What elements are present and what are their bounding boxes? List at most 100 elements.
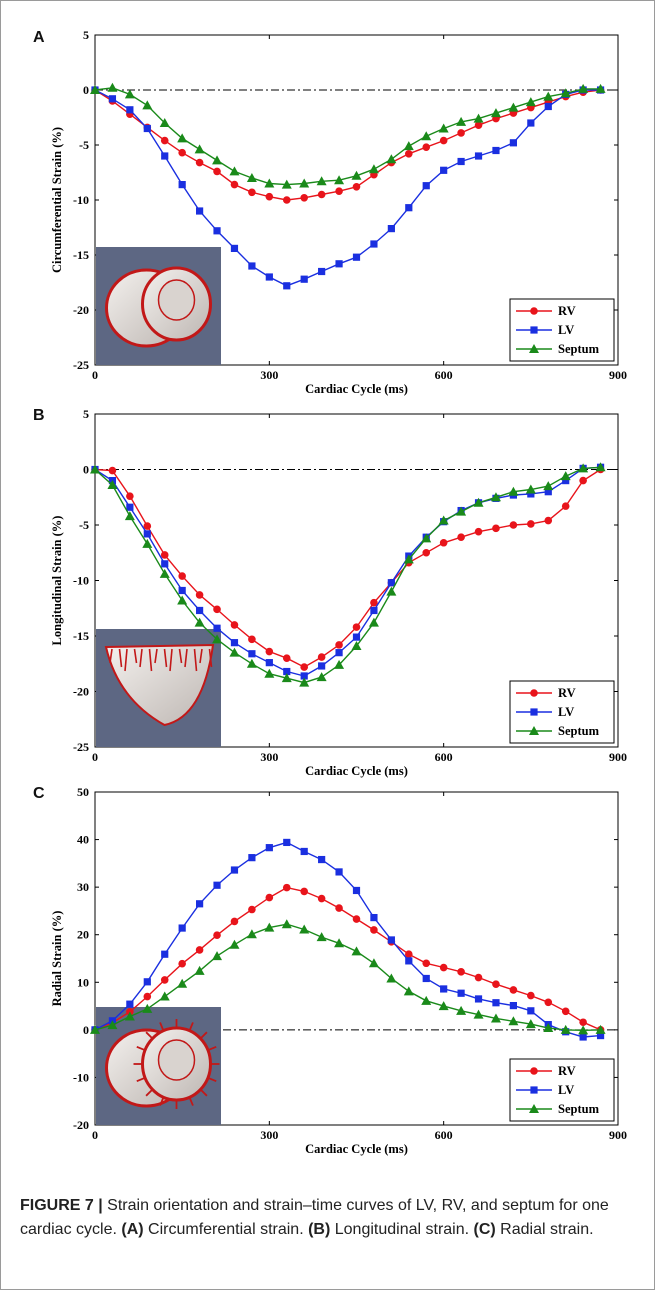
data-point — [161, 152, 169, 160]
plot-frame — [94, 791, 619, 1126]
data-point — [422, 182, 430, 190]
data-point — [246, 658, 257, 668]
data-point — [318, 855, 326, 864]
strain-vector — [148, 325, 154, 331]
data-point — [527, 119, 535, 127]
data-point — [473, 497, 484, 507]
x-tick-label: 300 — [260, 750, 278, 764]
legend-label: Septum — [558, 1102, 600, 1116]
data-point — [525, 97, 536, 107]
y-tick-label: -20 — [73, 685, 89, 699]
strain-vector — [158, 334, 164, 339]
data-point — [334, 938, 345, 948]
legend-label: RV — [558, 304, 576, 318]
strain-vector — [169, 648, 173, 672]
strain-vector — [199, 648, 203, 664]
data-point — [509, 139, 517, 147]
data-point — [196, 606, 204, 615]
data-point — [527, 991, 535, 1000]
data-point — [490, 108, 501, 118]
panel-letter: C — [33, 785, 45, 802]
data-point — [352, 915, 361, 923]
data-point — [370, 926, 378, 934]
data-point — [525, 484, 536, 494]
strain-vector — [142, 312, 146, 319]
y-tick-label: -20 — [73, 1118, 89, 1132]
strain-vector — [199, 277, 205, 283]
data-point — [264, 922, 275, 932]
data-point — [177, 133, 188, 143]
data-point — [490, 492, 501, 502]
data-point — [370, 913, 378, 922]
data-point — [177, 595, 188, 605]
y-tick-label: 0 — [83, 463, 89, 477]
legend-swatch-marker — [530, 1067, 538, 1075]
data-point — [195, 946, 204, 954]
data-point — [161, 950, 169, 958]
data-point — [126, 492, 134, 500]
x-tick-label: 600 — [435, 1128, 453, 1142]
data-point — [334, 175, 345, 185]
data-point — [161, 560, 169, 568]
data-point — [543, 481, 554, 491]
legend-swatch-marker — [530, 307, 538, 315]
data-point — [544, 516, 553, 525]
data-point — [562, 477, 570, 485]
data-point — [457, 129, 465, 137]
data-point — [229, 166, 240, 176]
data-point — [527, 520, 535, 528]
x-tick-label: 0 — [92, 750, 98, 764]
data-point — [474, 121, 483, 129]
y-axis-label: Radial Strain (%) — [50, 911, 64, 1007]
data-point — [508, 102, 519, 112]
legend: RV LV Septum — [509, 680, 615, 744]
data-point — [178, 586, 186, 595]
data-point — [230, 180, 239, 189]
data-point — [212, 155, 223, 165]
y-tick-label: -25 — [73, 358, 89, 372]
data-point — [229, 647, 240, 657]
data-point — [178, 572, 186, 580]
legend-label: LV — [558, 323, 574, 337]
data-point — [90, 1024, 100, 1034]
data-point — [352, 886, 361, 895]
data-point — [299, 924, 310, 934]
strain-vector — [124, 648, 128, 672]
series-septum — [90, 462, 606, 687]
data-point — [509, 986, 518, 994]
data-point — [370, 240, 378, 248]
data-point — [213, 624, 221, 632]
data-point — [492, 146, 500, 155]
data-point — [283, 838, 291, 847]
strain-vector — [188, 1022, 194, 1032]
data-point — [403, 141, 414, 151]
y-axis-label: Longitudinal Strain (%) — [50, 516, 64, 646]
legend-label: Septum — [558, 724, 600, 738]
data-point — [265, 659, 273, 667]
data-point — [490, 1013, 501, 1023]
data-point — [143, 124, 151, 133]
data-point — [405, 204, 413, 212]
data-point — [160, 976, 169, 984]
data-point — [405, 150, 413, 158]
data-point — [316, 672, 327, 682]
data-point — [282, 196, 291, 204]
data-point — [300, 194, 309, 202]
strain-vector — [139, 648, 143, 668]
data-point — [352, 633, 361, 641]
data-point — [90, 464, 100, 474]
legend-label: Septum — [558, 342, 600, 356]
data-point — [142, 1003, 153, 1013]
data-point — [543, 1022, 554, 1032]
data-point — [421, 131, 432, 141]
y-tick-label: 0 — [83, 1023, 89, 1037]
data-point — [195, 158, 204, 167]
caption-text: Strain orientation and strain–time curve… — [20, 1197, 609, 1238]
data-point — [213, 931, 221, 939]
strain-vector — [145, 1031, 154, 1040]
data-point — [248, 188, 256, 197]
data-point — [351, 170, 362, 180]
legend-swatch-marker — [530, 689, 538, 697]
data-point — [300, 275, 308, 283]
